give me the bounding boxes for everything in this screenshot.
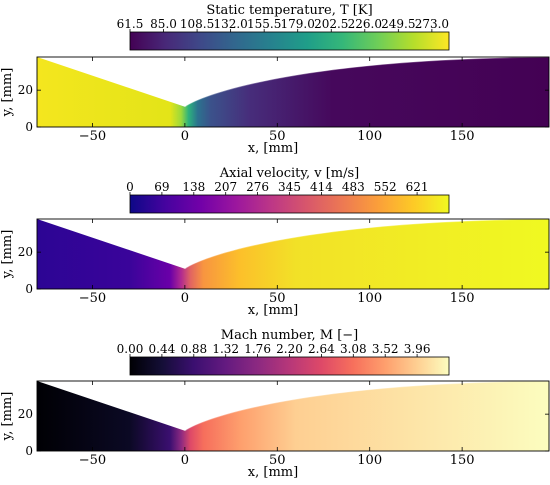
colorbar-tick-label: 3.96 [404,342,431,356]
colorbar-title: Axial velocity, v [m/s] [219,166,359,181]
wall-boundary-layer [184,57,549,108]
nozzle-field [37,57,549,127]
y-tick-label: 0 [25,444,33,458]
x-tick-label: 150 [450,291,475,306]
x-axis-label: x, [mm] [248,465,298,480]
x-tick-label: 100 [357,453,382,468]
colorbar-tick-label: 0.88 [180,342,207,356]
colorbar-tick-label: 1.32 [212,342,239,356]
y-tick-label: 20 [18,83,33,97]
panel-2: Axial velocity, v [m/s] 0 69 138 207 276 345 41… [0,166,550,318]
colorbar-tick-label: 249.5 [381,17,415,31]
axes-frame [36,380,550,452]
x-tick-label: 100 [357,129,382,144]
field-area [37,57,549,127]
y-tick-label: 0 [25,282,33,296]
colorbar-tick-label: 3.08 [340,342,367,356]
x-tick-label: 0 [181,129,189,144]
colorbar-tick-label: 276 [246,180,269,194]
x-axis-label: x, [mm] [248,303,298,318]
colorbar-tick-label: 483 [342,180,365,194]
colorbar-title: Static temperature, T [K] [206,3,372,18]
colorbar-tick-label: 552 [374,180,397,194]
wall-boundary-layer [184,219,549,270]
x-tick-label: 150 [450,129,475,144]
y-tick-label: 0 [25,120,33,134]
x-axis-label: x, [mm] [248,141,298,156]
field-area [37,219,549,289]
colorbar [129,194,450,214]
x-tick-label: −50 [79,291,106,306]
y-tick-label: 20 [18,407,33,421]
x-tick-label: −50 [79,453,106,468]
panel-3: Mach number, M [−] 0.00 0.44 0.88 1.32 1.76 2.… [0,328,550,480]
colorbar-tick-label: 2.64 [308,342,335,356]
colorbar-tick-label: 155.5 [247,17,281,31]
colorbar-tick-label: 179.0 [281,17,315,31]
colorbar-tick-label: 0.00 [117,342,144,356]
colorbar-tick-label: 3.52 [372,342,399,356]
axes-frame [36,218,550,290]
x-tick-label: −50 [79,129,106,144]
colorbar-tick-label: 61.5 [117,17,144,31]
colorbar-tick-label: 85.0 [150,17,177,31]
colorbar-tick-label: 132.0 [213,17,247,31]
colorbar-tick-label: 108.5 [180,17,214,31]
axes-frame [36,56,550,128]
x-tick-label: 50 [269,453,286,468]
colorbar-tick-label: 273.0 [415,17,449,31]
y-axis-label: y, [mm] [0,392,15,442]
x-tick-label: 0 [181,453,189,468]
x-tick-label: 100 [357,291,382,306]
colorbar-tick-label: 0.44 [149,342,176,356]
colorbar [129,31,450,51]
colorbar-tick-label: 138 [182,180,205,194]
colorbar-tick-label: 2.20 [276,342,303,356]
colorbar-tick-label: 0 [126,180,134,194]
x-tick-label: 0 [181,291,189,306]
x-tick-label: 150 [450,453,475,468]
nozzle-field [37,219,549,289]
y-axis-label: y, [mm] [0,230,15,280]
field-area [37,381,549,451]
nozzle-field [37,381,549,451]
x-tick-label: 50 [269,291,286,306]
colorbar-tick-label: 226.0 [348,17,382,31]
wall-boundary-layer [184,381,549,432]
y-axis-label: y, [mm] [0,68,15,118]
colorbar-tick-label: 202.5 [314,17,348,31]
colorbar-tick-label: 621 [406,180,429,194]
y-tick-label: 20 [18,245,33,259]
panel-1: Static temperature, T [K] 61.5 85.0 108.5 13… [0,3,550,156]
colorbar [129,356,450,376]
colorbar-tick-label: 69 [154,180,169,194]
colorbar-tick-label: 207 [214,180,237,194]
colorbar-tick-label: 1.76 [244,342,271,356]
colorbar-tick-label: 414 [310,180,333,194]
colorbar-title: Mach number, M [−] [221,328,358,343]
x-tick-label: 50 [269,129,286,144]
colorbar-tick-label: 345 [278,180,301,194]
